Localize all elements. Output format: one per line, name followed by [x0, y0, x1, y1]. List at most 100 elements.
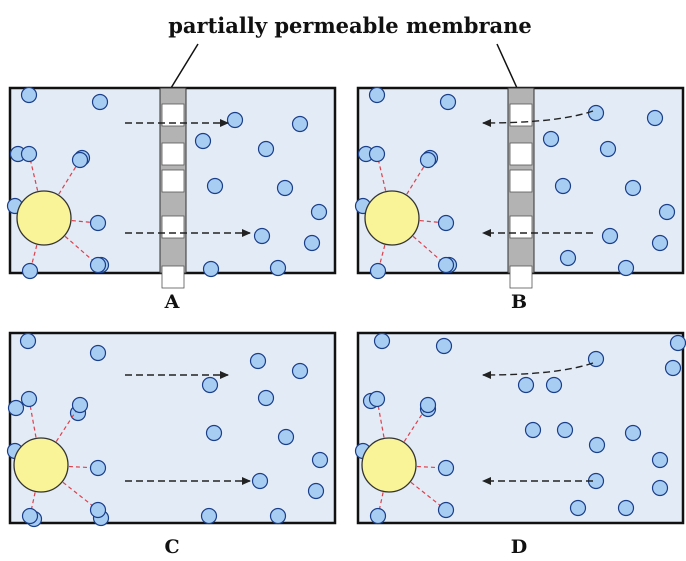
water-particle [89, 256, 107, 274]
water-particle [206, 177, 224, 195]
water-particle [437, 256, 455, 274]
membrane-pore [509, 103, 533, 127]
water-particle [559, 249, 577, 267]
membrane-title: partially permeable membrane [168, 13, 532, 38]
water-particle [276, 179, 294, 197]
water-particle [542, 130, 560, 148]
panel-frame [8, 331, 337, 525]
water-particle [601, 227, 619, 245]
water-particle [277, 428, 295, 446]
water-particle [437, 214, 455, 232]
water-particle [205, 424, 223, 442]
water-particle [20, 390, 38, 408]
attraction-bond [391, 160, 428, 219]
water-particle [311, 451, 329, 469]
panel-d [354, 331, 686, 525]
solute-particle [16, 190, 72, 246]
water-particle [307, 482, 325, 500]
water-particle [517, 376, 535, 394]
water-particle [569, 499, 587, 517]
panel-label-a: A [164, 291, 180, 313]
membrane-pore [161, 169, 185, 193]
water-particle [658, 203, 676, 221]
membrane-pore [509, 215, 533, 239]
attraction-bond [43, 160, 80, 219]
water-particle [19, 332, 37, 350]
water-particle [21, 507, 39, 525]
water-particle [651, 451, 669, 469]
solute-particle [364, 190, 420, 246]
membrane-pore [161, 142, 185, 166]
panel-label-b: B [511, 291, 527, 313]
water-particle [202, 260, 220, 278]
water-particle [249, 352, 267, 370]
solute-particle [13, 437, 69, 493]
attraction-bond [388, 405, 428, 466]
water-particle [368, 390, 386, 408]
membrane-pore [161, 103, 185, 127]
water-particle [7, 399, 25, 417]
membrane-pore [161, 265, 185, 289]
attraction-bond [388, 464, 446, 510]
water-particle [310, 203, 328, 221]
water-particle [71, 396, 89, 414]
water-particle [587, 104, 605, 122]
water-particle [20, 86, 38, 104]
water-particle [20, 145, 38, 163]
panel-b [354, 86, 685, 289]
membrane-pointer-left [170, 43, 199, 89]
water-particle [257, 389, 275, 407]
water-particle [524, 421, 542, 439]
membrane-pore [161, 215, 185, 239]
water-particle [89, 344, 107, 362]
water-particle [624, 179, 642, 197]
water-particle [253, 227, 271, 245]
water-particle [554, 177, 572, 195]
water-particle [419, 151, 437, 169]
water-particle [368, 86, 386, 104]
water-particle [369, 262, 387, 280]
water-particle [89, 459, 107, 477]
water-particle [545, 376, 563, 394]
water-particle [89, 501, 107, 519]
water-particle [269, 259, 287, 277]
flow-arrow [482, 110, 594, 127]
water-particle [556, 421, 574, 439]
attraction-bond [391, 217, 446, 265]
water-particle [226, 111, 244, 129]
water-particle [669, 334, 686, 352]
water-particle [588, 436, 606, 454]
panel-a [6, 86, 337, 289]
water-particle [651, 479, 669, 497]
water-particle [373, 332, 391, 350]
water-particle [617, 499, 635, 517]
solute-particle [361, 437, 417, 493]
water-particle [291, 362, 309, 380]
water-particle [303, 234, 321, 252]
water-particle [91, 93, 109, 111]
water-particle [599, 140, 617, 158]
attraction-bond [43, 217, 98, 265]
water-particle [435, 337, 453, 355]
water-particle [437, 501, 455, 519]
water-particle [437, 459, 455, 477]
membrane-pore [509, 169, 533, 193]
water-particle [21, 262, 39, 280]
panel-label-c: C [164, 536, 179, 557]
flow-arrow [482, 362, 594, 379]
water-particle [369, 507, 387, 525]
water-particle [664, 359, 682, 377]
water-particle [617, 259, 635, 277]
water-particle [624, 424, 642, 442]
water-particle [201, 376, 219, 394]
water-particle [269, 507, 287, 525]
water-particle [200, 507, 218, 525]
panel-label-d: D [511, 536, 527, 557]
attraction-bond [40, 464, 98, 510]
water-particle [89, 214, 107, 232]
attraction-bond [40, 405, 80, 466]
water-particle [439, 93, 457, 111]
water-particle [368, 145, 386, 163]
